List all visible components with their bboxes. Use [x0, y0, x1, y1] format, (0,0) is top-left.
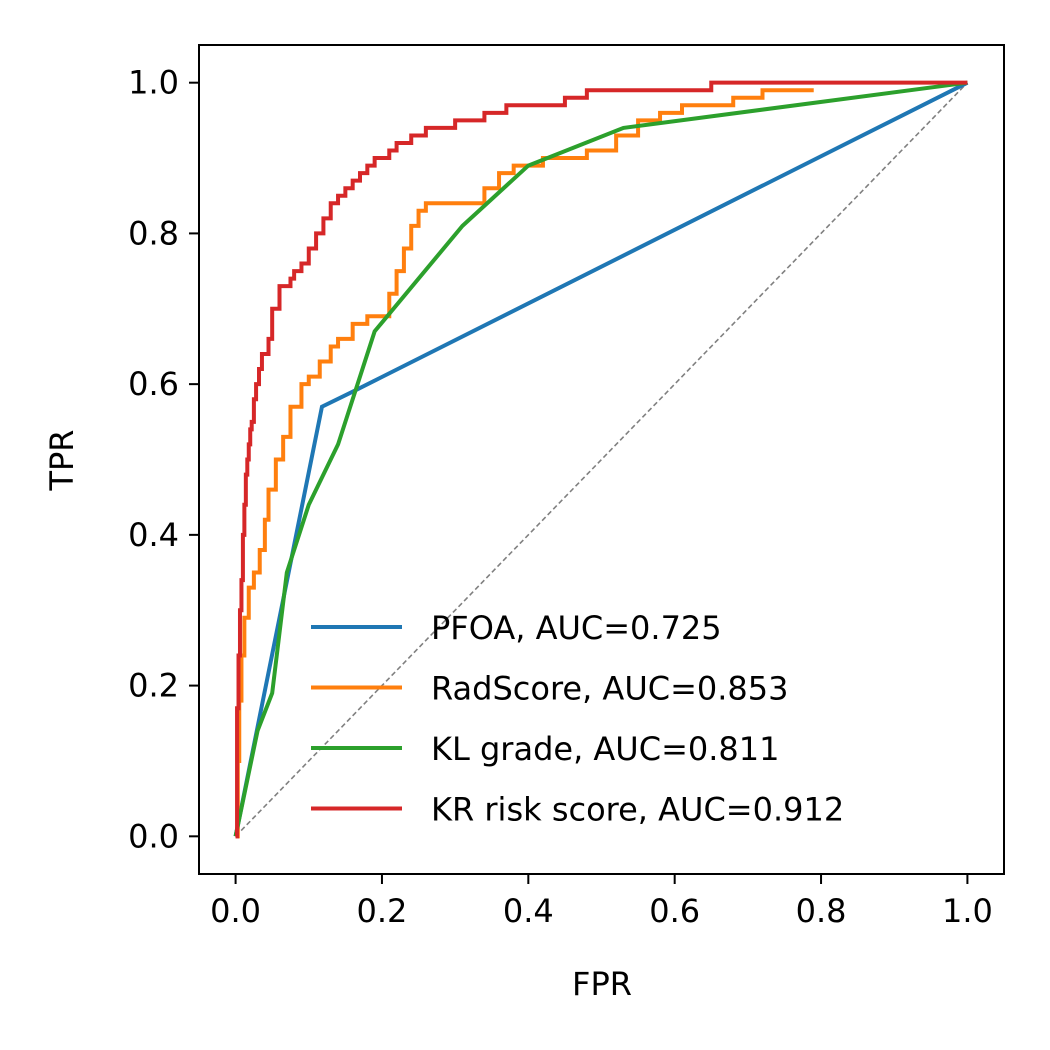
- x-tick-label: 0.8: [796, 892, 847, 930]
- series-line-4: [235, 80, 968, 839]
- legend-label-2: RadScore, AUC=0.853: [431, 670, 789, 708]
- series-line-3: [233, 80, 968, 837]
- y-axis-label: TPR: [43, 429, 81, 491]
- plot-frame: [198, 44, 1005, 875]
- series-line-1: [233, 80, 969, 837]
- chance-diagonal-line: [235, 82, 968, 837]
- x-tick-label: 0.6: [649, 892, 700, 930]
- y-tick-label: 0.2: [128, 667, 179, 705]
- series-line-2: [235, 88, 814, 839]
- legend-label-3: KL grade, AUC=0.811: [431, 730, 779, 768]
- x-tick-label: 0.0: [210, 892, 261, 930]
- legend: PFOA, AUC=0.725 RadScore, AUC=0.853 KL gra…: [311, 609, 844, 829]
- x-tick-label: 0.4: [503, 892, 554, 930]
- legend-label-1: PFOA, AUC=0.725: [431, 609, 722, 647]
- x-axis-label: FPR: [572, 965, 632, 1003]
- x-tick-label: 0.2: [357, 892, 408, 930]
- y-tick-label: 1.0: [128, 64, 179, 102]
- x-tick-label: 1.0: [942, 892, 993, 930]
- y-tick-label: 0.4: [128, 516, 179, 554]
- plot-area: [233, 80, 969, 839]
- legend-label-4: KR risk score, AUC=0.912: [431, 791, 844, 829]
- y-tick-label: 0.6: [128, 365, 179, 403]
- y-tick-label: 0.8: [128, 214, 179, 252]
- y-tick-label: 0.0: [128, 817, 179, 855]
- axes: 0.0 0.2 0.4 0.6 0.8 1.0 0.0 0.2 0.4 0.6 0.8 1.0: [128, 44, 1005, 930]
